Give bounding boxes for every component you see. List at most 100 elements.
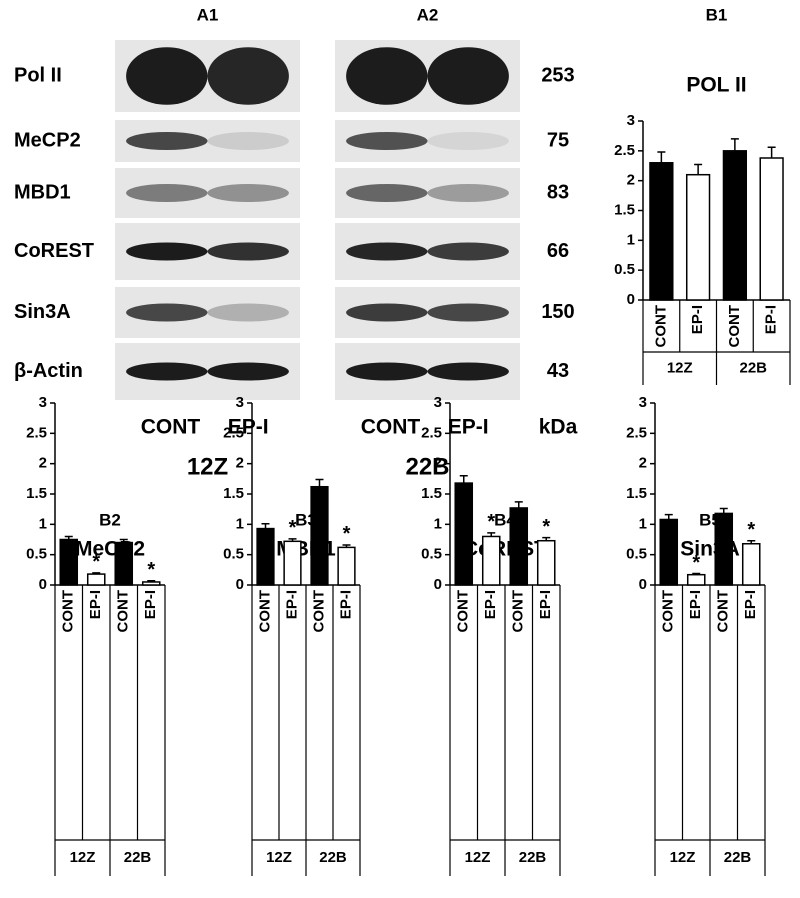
y-tick-label: 3 — [434, 394, 442, 411]
blot-band — [126, 362, 208, 381]
kda-value: 66 — [547, 240, 569, 262]
y-tick-label: 0 — [639, 576, 647, 593]
error-bar — [119, 538, 128, 543]
y-tick-label: 1 — [236, 515, 244, 532]
y-tick-label: 0.5 — [421, 546, 442, 563]
blot-band — [346, 303, 428, 322]
y-tick-label: 0.5 — [626, 546, 647, 563]
blot-band — [427, 242, 509, 261]
y-tick-label: 1.5 — [614, 201, 635, 218]
y-tick-label: 2 — [627, 172, 635, 189]
y-tick-label: 1 — [434, 515, 442, 532]
bar — [759, 157, 784, 301]
error-bar — [64, 535, 73, 540]
blot-band — [207, 47, 289, 105]
y-tick-label: 2 — [39, 455, 47, 472]
error-bar — [487, 532, 496, 537]
cell-line-label: 12Z — [187, 453, 228, 480]
significance-mark: * — [487, 511, 495, 533]
error-bar — [767, 146, 776, 158]
y-tick-label: 2 — [236, 455, 244, 472]
blot-band — [346, 47, 428, 105]
kda-value: 43 — [547, 360, 569, 382]
blot-band — [126, 303, 208, 322]
y-tick-label: 0 — [434, 576, 442, 593]
group-label: 22B — [124, 849, 152, 866]
chart-title: CoREST — [463, 538, 547, 561]
y-tick-label: 2.5 — [614, 142, 635, 159]
protein-label: Pol II — [14, 64, 62, 86]
error-bar — [692, 572, 701, 575]
x-tick-label: EP-I — [742, 590, 759, 619]
kda-value: 253 — [541, 64, 574, 86]
bar — [454, 482, 474, 586]
x-tick-label: EP-I — [689, 305, 706, 334]
x-tick-label: EP-I — [142, 590, 159, 619]
lane-label: EP-I — [228, 416, 269, 439]
blot-band — [346, 132, 428, 150]
blot-band — [207, 242, 289, 261]
blot-band — [207, 362, 289, 381]
significance-mark: * — [92, 551, 100, 573]
kda-value: 83 — [547, 181, 569, 203]
y-tick-label: 3 — [39, 394, 47, 411]
x-tick-label: CONT — [715, 590, 732, 633]
x-tick-label: EP-I — [87, 590, 104, 619]
lane-label: EP-I — [448, 416, 489, 439]
lane-label: CONT — [141, 416, 201, 439]
y-tick-label: 0.5 — [223, 546, 244, 563]
y-tick-label: 1 — [627, 231, 635, 248]
bar — [741, 542, 761, 586]
panel-label: B1 — [706, 5, 728, 24]
y-tick-label: 2 — [434, 455, 442, 472]
blot-band — [346, 242, 428, 261]
protein-label: CoREST — [14, 240, 94, 262]
group-label: 22B — [739, 359, 767, 376]
y-tick-label: 1.5 — [626, 485, 647, 502]
significance-mark: * — [692, 552, 700, 574]
blot-band — [427, 362, 509, 381]
x-tick-label: CONT — [310, 590, 327, 633]
bar — [659, 518, 679, 586]
error-bar — [719, 507, 728, 514]
protein-label: MeCP2 — [14, 129, 81, 151]
y-tick-label: 0.5 — [26, 546, 47, 563]
bar — [686, 573, 706, 586]
bar — [256, 527, 275, 586]
panel-label: A2 — [417, 5, 439, 24]
x-tick-label: EP-I — [482, 590, 499, 619]
error-bar — [747, 539, 756, 544]
bar — [722, 150, 748, 301]
x-tick-label: CONT — [660, 590, 677, 633]
error-bar — [288, 538, 297, 542]
error-bar — [514, 501, 523, 508]
bar — [481, 535, 501, 586]
bar — [310, 485, 329, 586]
x-tick-label: CONT — [510, 590, 527, 633]
kda-value: 150 — [541, 301, 574, 323]
bar — [283, 540, 302, 586]
blot-band — [427, 303, 509, 322]
x-tick-label: EP-I — [763, 305, 780, 334]
error-bar — [730, 138, 739, 151]
y-tick-label: 1 — [639, 515, 647, 532]
y-tick-label: 1.5 — [223, 485, 244, 502]
group-label: 22B — [519, 849, 547, 866]
y-tick-label: 3 — [236, 394, 244, 411]
lane-label: CONT — [361, 416, 421, 439]
group-label: 12Z — [465, 849, 491, 866]
chart-title: MeCP2 — [75, 538, 145, 561]
y-tick-label: 3 — [639, 394, 647, 411]
blot-band — [207, 303, 289, 322]
error-bar — [694, 163, 703, 175]
blot-band — [207, 132, 289, 150]
error-bar — [459, 475, 468, 484]
significance-mark: * — [147, 559, 155, 581]
significance-mark: * — [343, 523, 351, 545]
x-tick-label: EP-I — [537, 590, 554, 619]
error-bar — [315, 478, 324, 487]
x-tick-label: CONT — [256, 590, 273, 633]
panel-label: A1 — [197, 5, 219, 24]
blot-band — [126, 47, 208, 105]
